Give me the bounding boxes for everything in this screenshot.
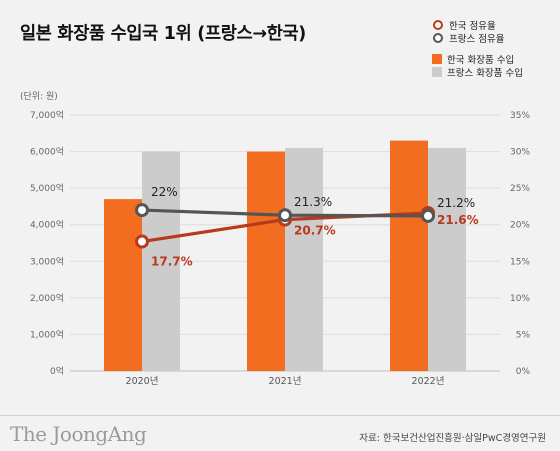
legend-item-france-share: 프랑스 점유율 [432, 31, 523, 45]
brand-logo: The JoongAng [10, 422, 147, 446]
korea-import-bar [104, 199, 142, 371]
korea-import-bar [247, 151, 285, 371]
y-left-tick-label: 0억 [50, 365, 64, 377]
korea-share-point [135, 234, 149, 249]
legend-item-korea-share: 한국 점유율 [432, 18, 523, 32]
france-share-point [135, 203, 149, 218]
y-right-tick-label: 20% [510, 221, 530, 231]
korea-share-data-label: 17.7% [151, 255, 193, 269]
korea-import-bar [390, 140, 428, 371]
legend-label: 프랑스 화장품 수입 [447, 67, 523, 79]
france-share-data-label: 21.3% [294, 195, 332, 209]
y-left-tick-label: 4,000억 [30, 219, 64, 231]
y-right-tick-label: 0% [516, 367, 531, 377]
france-share-point [421, 208, 435, 223]
france-import-swatch-icon [432, 66, 442, 77]
legend-label: 한국 점유율 [449, 20, 496, 32]
combo-chart: (단위: 원) 0억 1,000억 2,000억 3,000억 4,000억 5,000억 6… [20, 91, 531, 387]
y-left-tick-label: 3,000억 [30, 255, 64, 267]
france-share-data-label: 22% [151, 185, 178, 199]
france-share-marker-icon [433, 32, 443, 43]
y-left-tick-label: 1,000억 [30, 328, 64, 340]
x-tick-label: 2020년 [126, 376, 159, 387]
x-tick-label: 2022년 [412, 376, 445, 387]
source-note: 자료: 한국보건산업진흥원·삼일PwC경영연구원 [359, 433, 546, 444]
y-left-tick-label: 2,000억 [30, 292, 64, 304]
chart-title: 일본 화장품 수입국 1위 (프랑스→한국) [20, 24, 307, 44]
y-left-tick-label: 6,000억 [30, 146, 64, 158]
y-left-tick-label: 5,000억 [30, 182, 64, 194]
france-import-bar [428, 147, 466, 371]
y-left-tick-label: 7,000억 [30, 109, 64, 121]
y-right-tick-label: 30% [510, 148, 530, 158]
france-import-bar [285, 147, 323, 371]
x-tick-label: 2021년 [269, 376, 302, 387]
korea-share-data-label: 20.7% [294, 224, 336, 238]
footer-divider [0, 415, 560, 416]
france-share-point [278, 208, 292, 223]
france-import-bar [142, 151, 180, 371]
y-unit-label: (단위: 원) [20, 91, 58, 102]
korea-share-data-label: 21.6% [437, 213, 479, 227]
y-right-tick-label: 10% [510, 294, 530, 304]
france-share-data-label: 21.2% [437, 196, 475, 210]
korea-share-marker-icon [433, 19, 443, 30]
legend: 한국 점유율 프랑스 점유율 한국 화장품 수입 프랑스 화장품 수입 [432, 18, 523, 79]
y-right-tick-label: 25% [510, 184, 530, 194]
y-right-tick-label: 15% [510, 257, 530, 267]
legend-label: 프랑스 점유율 [449, 33, 505, 45]
legend-item-france-import: 프랑스 화장품 수입 [432, 65, 523, 79]
y-right-tick-label: 35% [510, 111, 530, 121]
korea-import-swatch-icon [432, 53, 442, 64]
y-right-tick-label: 5% [516, 330, 531, 340]
legend-item-korea-import: 한국 화장품 수입 [432, 52, 523, 66]
legend-label: 한국 화장품 수입 [447, 54, 515, 66]
